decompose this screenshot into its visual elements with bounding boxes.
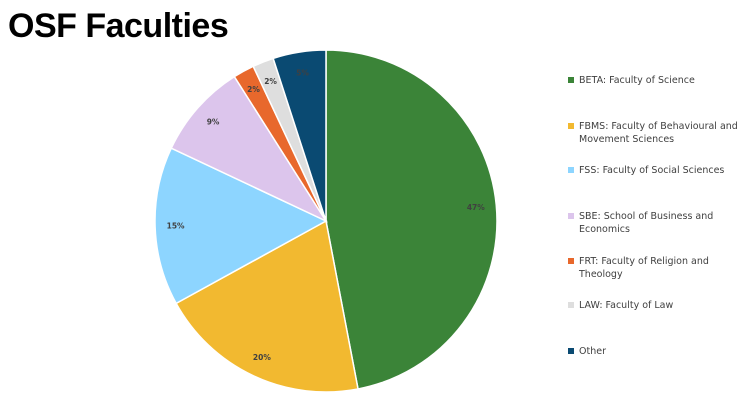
legend-label: FSS: Faculty of Social Sciences bbox=[579, 165, 725, 176]
pie-slices bbox=[154, 49, 498, 393]
legend-label: LAW: Faculty of Law bbox=[579, 300, 674, 311]
data-label-fbms: 20% bbox=[253, 353, 271, 362]
data-label-sbe: 9% bbox=[207, 118, 220, 127]
legend-label: Other bbox=[579, 346, 606, 357]
legend-item-frt: FRT: Faculty of Religion and Theology bbox=[568, 255, 750, 281]
data-label-beta: 47% bbox=[467, 203, 485, 212]
chart-title: OSF Faculties bbox=[8, 7, 229, 45]
pie-slice-fbms bbox=[175, 219, 359, 393]
legend-swatch bbox=[568, 258, 574, 264]
pie-data-labels: 47% 20% 15% 9% 2% 2% 5% bbox=[167, 68, 486, 362]
legend-swatch bbox=[568, 167, 574, 173]
legend-item-fbms: FBMS: Faculty of Behavioural and Movemen… bbox=[568, 120, 750, 146]
data-label-other: 5% bbox=[296, 68, 309, 77]
pie-slice-beta bbox=[325, 49, 498, 390]
legend: BETA: Faculty of Science FBMS: Faculty of… bbox=[568, 0, 752, 414]
legend-label: FBMS: Faculty of Behavioural and Movemen… bbox=[579, 121, 738, 145]
legend-item-other: Other bbox=[568, 345, 750, 358]
legend-item-beta: BETA: Faculty of Science bbox=[568, 74, 750, 87]
data-label-frt: 2% bbox=[247, 85, 260, 94]
legend-swatch bbox=[568, 77, 574, 83]
legend-item-fss: FSS: Faculty of Social Sciences bbox=[568, 164, 750, 177]
data-label-law: 2% bbox=[264, 77, 277, 86]
legend-swatch bbox=[568, 302, 574, 308]
pie-slice-fss bbox=[154, 147, 328, 305]
legend-item-law: LAW: Faculty of Law bbox=[568, 299, 750, 312]
legend-swatch bbox=[568, 348, 574, 354]
pie-slice-sbe bbox=[170, 75, 329, 223]
pie-slice-other bbox=[272, 49, 327, 222]
legend-item-sbe: SBE: School of Business and Economics bbox=[568, 210, 750, 236]
legend-label: SBE: School of Business and Economics bbox=[579, 211, 714, 235]
legend-swatch bbox=[568, 213, 574, 219]
data-label-fss: 15% bbox=[167, 222, 185, 231]
legend-label: FRT: Faculty of Religion and Theology bbox=[579, 256, 709, 280]
legend-label: BETA: Faculty of Science bbox=[579, 75, 695, 86]
legend-swatch bbox=[568, 123, 574, 129]
